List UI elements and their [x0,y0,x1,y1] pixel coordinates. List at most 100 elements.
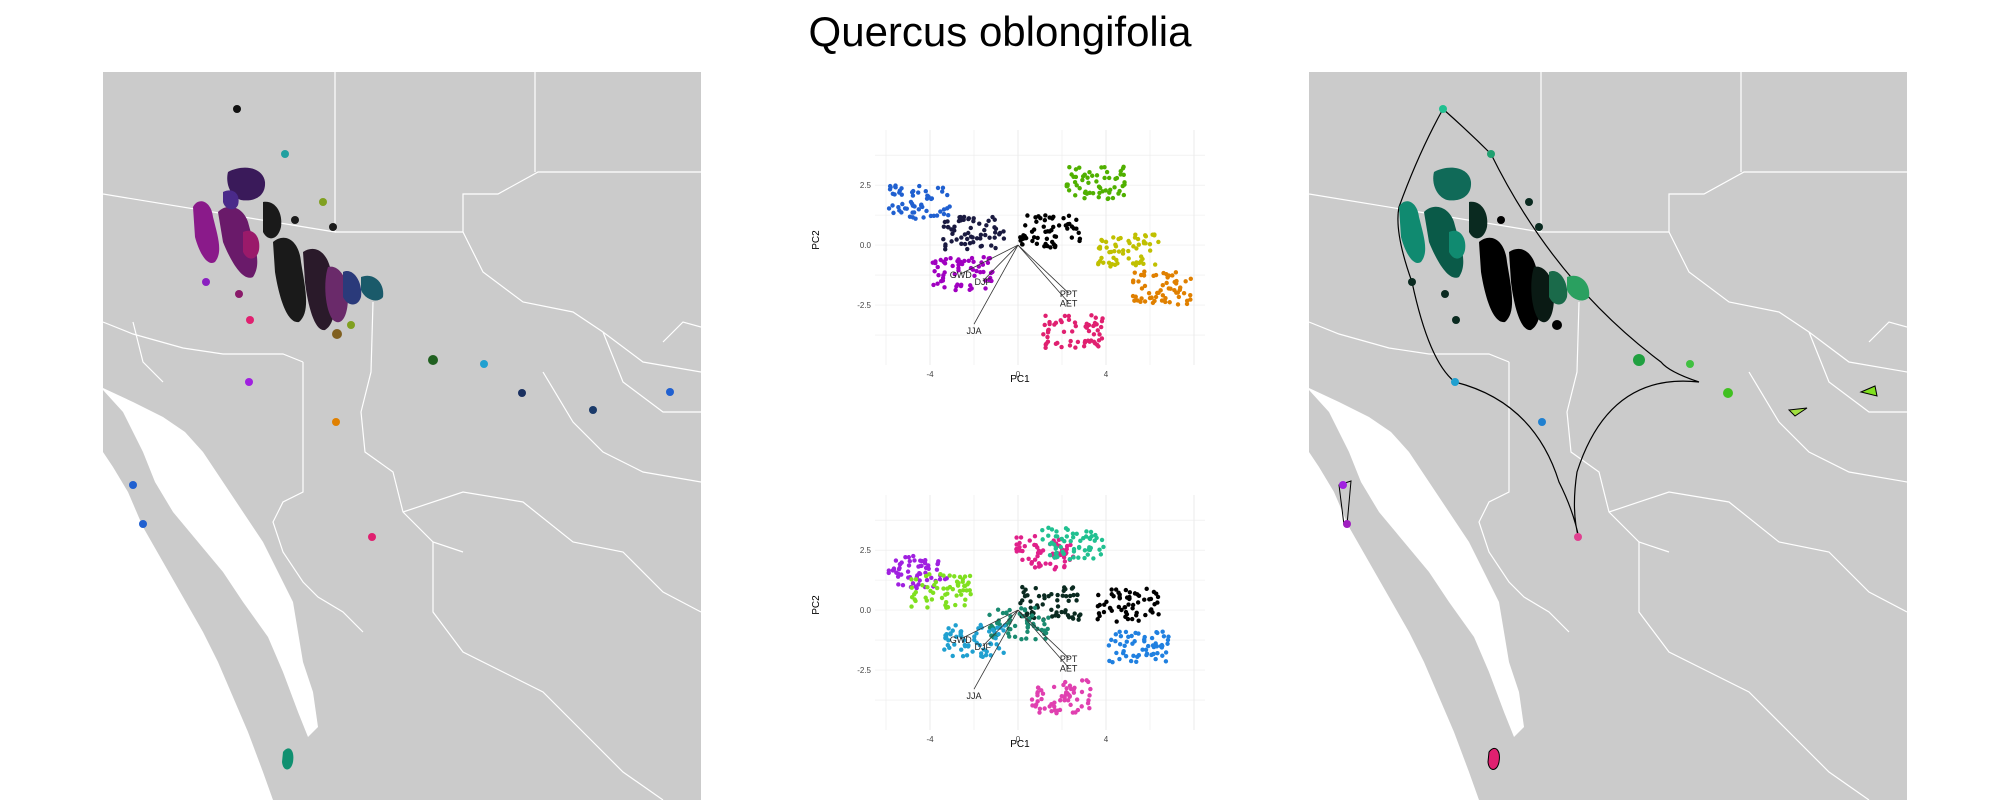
data-point [1007,618,1012,623]
data-point [917,578,922,583]
data-point [996,646,1002,651]
data-point [1035,685,1041,690]
loading-vector [960,609,1019,640]
hull-far-east [1859,385,1878,397]
data-point [1042,631,1047,636]
data-point [1128,658,1134,664]
data-point [1068,539,1073,544]
data-point [1008,614,1013,619]
data-point [1090,173,1095,178]
data-point [952,228,957,233]
data-point [987,235,992,240]
data-point [1088,529,1094,535]
loading-vector [982,244,1019,282]
data-point [974,640,980,646]
data-point [1133,630,1138,636]
data-point [1133,262,1139,268]
data-point [1030,238,1035,244]
data-point [1136,593,1142,599]
data-point [988,641,993,646]
data-point [934,567,940,572]
data-point [925,585,930,590]
data-point [941,259,946,265]
data-point [1043,213,1048,218]
pca-top-ticks: -4 0 4 2.5 0.0 -2.5 [857,181,1109,379]
data-point [1144,586,1149,592]
data-point [1163,659,1169,664]
data-point [1141,637,1147,642]
data-point [913,589,919,595]
data-point [1040,527,1045,533]
data-point [1084,678,1089,683]
data-point [1086,328,1092,334]
data-point [936,273,941,278]
data-point [902,206,908,211]
data-point [959,261,965,267]
data-point [1091,323,1096,329]
data-point [1001,628,1006,633]
data-point [1099,537,1105,543]
data-point [970,240,976,245]
data-point [1069,235,1075,240]
data-point [1053,341,1059,347]
data-point [1029,609,1035,615]
data-point [1119,607,1124,613]
data-point [1025,629,1030,634]
data-point [962,258,967,264]
data-point [977,221,982,226]
data-point [1017,544,1022,550]
data-point [958,283,964,289]
data-point [1160,282,1165,288]
data-point [1059,319,1064,325]
data-point [1062,610,1068,615]
data-point [1047,704,1052,709]
data-point [1086,180,1091,185]
data-point [1183,279,1188,284]
data-point [1045,330,1051,335]
data-point [1070,329,1075,334]
data-point [963,597,968,602]
data-point [1143,234,1149,239]
data-point [920,583,925,588]
data-point [1014,535,1019,540]
data-point [917,183,922,189]
data-point [1040,602,1045,607]
data-point [969,255,975,261]
data-point [1019,606,1024,611]
left-map-svg [103,72,701,800]
data-point [1040,537,1045,542]
data-point [1017,548,1023,553]
data-point [1117,629,1122,635]
data-point [1160,293,1166,298]
data-point [992,230,998,235]
data-point [1079,689,1085,695]
data-point [1075,339,1081,345]
data-point [1122,643,1127,649]
data-point [995,625,1000,630]
pca-top-grid [875,130,1205,365]
data-point [1028,599,1033,604]
data-point [974,236,980,241]
data-point [927,572,932,577]
data-point [953,602,958,608]
data-point [968,234,974,239]
data-point [1097,259,1103,264]
data-point [894,570,899,575]
data-point [1065,527,1070,532]
data-point [1036,615,1041,620]
data-point [1062,564,1067,570]
data-point [1028,605,1033,610]
data-point [983,232,988,238]
data-point [1096,338,1102,343]
data-point [1102,164,1107,170]
data-point [1117,596,1123,601]
data-point [1139,296,1144,301]
data-point [1065,226,1070,231]
data-point [1070,531,1076,536]
data-point [911,553,916,559]
data-point [984,223,989,228]
data-point [1110,195,1116,201]
loading-vector [1017,609,1069,659]
